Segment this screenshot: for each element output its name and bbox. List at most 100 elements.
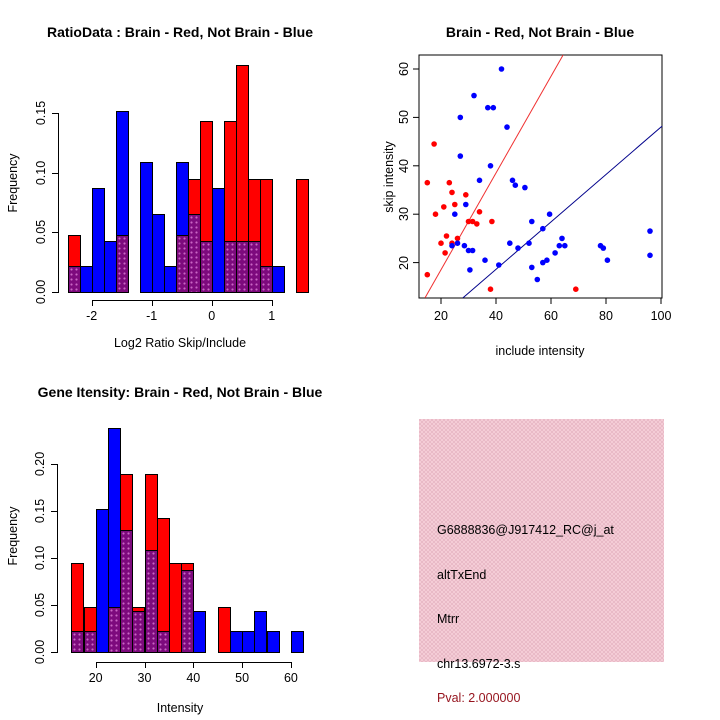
x-axis-label: include intensity bbox=[495, 344, 585, 358]
hist-bar-overlap bbox=[120, 529, 134, 653]
scatter-point-blue bbox=[507, 240, 513, 246]
scatter-point-red bbox=[463, 192, 469, 198]
hist-bar-red bbox=[217, 606, 231, 653]
x-tick-label: 20 bbox=[434, 309, 448, 323]
x-tick-label: 20 bbox=[88, 670, 103, 685]
scatter-point-blue bbox=[559, 235, 565, 242]
gene-symbol: Mtrr bbox=[437, 612, 460, 626]
x-tick-label: -1 bbox=[146, 309, 158, 323]
x-axis-tick bbox=[193, 661, 195, 668]
scatter-point-blue bbox=[463, 201, 469, 208]
x-tick-label: 60 bbox=[283, 670, 298, 685]
scatter-point-red bbox=[487, 286, 494, 293]
ratio-histogram-plot-area: 0.00 0.05 0.10 0.15 -2 -1 0 1 bbox=[0, 0, 360, 360]
scatter-point-red bbox=[465, 218, 472, 225]
hist-bar-blue bbox=[266, 631, 280, 653]
scatter-point-blue bbox=[544, 257, 550, 264]
y-axis-tick bbox=[52, 292, 58, 293]
y-tick-label: 20 bbox=[397, 255, 411, 270]
x-axis-tick bbox=[211, 300, 213, 306]
hist-bar-overlap bbox=[181, 570, 195, 653]
gene-histogram-plot-area: 0.00 0.05 0.10 0.15 0.20 20 30 40 50 60 bbox=[0, 360, 360, 720]
y-axis-tick bbox=[51, 511, 57, 513]
y-tick-label: 60 bbox=[397, 62, 411, 76]
scatter-point-red bbox=[573, 286, 579, 293]
hist-bar-blue bbox=[91, 188, 105, 293]
ratio-histogram-panel: RatioData : Brain - Red, Not Brain - Blu… bbox=[0, 0, 360, 360]
gene-histogram-panel: Gene Itensity: Brain - Red, Not Brain - … bbox=[0, 360, 360, 720]
y-tick-label: 0.00 bbox=[34, 279, 48, 305]
x-tick-label: 100 bbox=[650, 309, 672, 323]
panel-title: Brain - Red, Not Brain - Blue bbox=[445, 24, 635, 40]
probe-info-box: G6888836@J917412_RC@j_at altTxEnd Mtrr c… bbox=[419, 419, 664, 705]
x-tick-label: -2 bbox=[86, 309, 98, 323]
scatter-point-red bbox=[489, 218, 495, 225]
scatter-point-red bbox=[438, 240, 444, 246]
hist-bar-overlap bbox=[83, 631, 97, 653]
y-axis-line bbox=[58, 113, 59, 293]
hist-bar-red bbox=[295, 178, 309, 293]
probe-location: chr13.6972-3.s bbox=[437, 657, 521, 671]
panel-title: RatioData : Brain - Red, Not Brain - Blu… bbox=[46, 24, 314, 40]
scatter-point-blue bbox=[515, 245, 521, 251]
scatter-point-red bbox=[469, 218, 476, 225]
hist-bar-overlap bbox=[115, 234, 129, 293]
splice-event-type: altTxEnd bbox=[437, 568, 487, 582]
scatter-point-blue bbox=[647, 228, 653, 234]
scatter-point-blue bbox=[490, 104, 497, 111]
scatter-point-blue bbox=[546, 211, 553, 217]
x-tick-label: 60 bbox=[544, 309, 558, 323]
x-tick-label: 0 bbox=[208, 309, 216, 323]
scatter-point-blue bbox=[504, 124, 510, 130]
scatter-point-red bbox=[431, 141, 437, 147]
scatter-point-blue bbox=[452, 211, 458, 217]
scatter-point-red bbox=[424, 271, 431, 278]
scatter-point-blue bbox=[469, 247, 476, 254]
x-tick-label: 1 bbox=[268, 309, 276, 323]
scatter-point-blue bbox=[498, 66, 505, 72]
scatter-point-blue bbox=[482, 257, 488, 264]
scatter-point-blue bbox=[600, 245, 607, 251]
probe-id: G6888836@J917412_RC@j_at bbox=[437, 523, 614, 537]
y-axis-tick bbox=[51, 558, 57, 559]
scatter-point-blue bbox=[529, 264, 535, 271]
pval-text: Pval: 2.000000 bbox=[437, 691, 521, 705]
y-axis-tick bbox=[51, 651, 57, 653]
scatter-point-blue bbox=[604, 257, 611, 264]
hist-bar-blue bbox=[271, 265, 285, 293]
hist-bar-blue bbox=[229, 631, 244, 653]
hist-bar-overlap bbox=[156, 631, 170, 653]
scatter-point-blue bbox=[540, 225, 546, 232]
scatter-point-red bbox=[474, 221, 480, 227]
scatter-point-blue bbox=[496, 262, 502, 268]
y-axis-line bbox=[57, 464, 58, 653]
hist-bar-overlap bbox=[71, 631, 85, 653]
x-axis-tick bbox=[242, 661, 244, 668]
x-tick-label: 40 bbox=[489, 309, 503, 323]
y-tick-label: 0.10 bbox=[34, 160, 48, 185]
y-tick-label: 40 bbox=[397, 158, 411, 173]
y-axis-tick bbox=[52, 232, 58, 234]
scatter-point-blue bbox=[487, 163, 494, 169]
y-axis-tick bbox=[52, 113, 58, 115]
scatter-point-blue bbox=[471, 92, 477, 99]
scatter-point-red bbox=[476, 209, 483, 215]
scatter-point-blue bbox=[552, 250, 558, 256]
scatter-point-blue bbox=[562, 242, 568, 249]
hist-bar-blue bbox=[290, 631, 305, 653]
hist-bar-overlap bbox=[107, 606, 122, 653]
hist-bar-blue bbox=[242, 631, 256, 653]
hist-bar-overlap bbox=[144, 549, 158, 653]
x-axis-tick bbox=[290, 661, 292, 668]
scatter-point-blue bbox=[509, 177, 516, 184]
scatter-point-blue bbox=[540, 259, 546, 266]
scatter-point-blue bbox=[457, 153, 464, 159]
hist-bar-blue bbox=[95, 509, 109, 653]
y-tick-label: 50 bbox=[397, 110, 411, 125]
x-axis-label: Log2 Ratio Skip/Include bbox=[113, 336, 247, 350]
scatter-point-blue bbox=[485, 104, 491, 111]
y-tick-label: 0.15 bbox=[34, 100, 48, 126]
y-tick-label: 0.05 bbox=[34, 220, 48, 245]
x-axis-tick bbox=[271, 300, 273, 306]
x-tick-label: 50 bbox=[235, 670, 250, 685]
